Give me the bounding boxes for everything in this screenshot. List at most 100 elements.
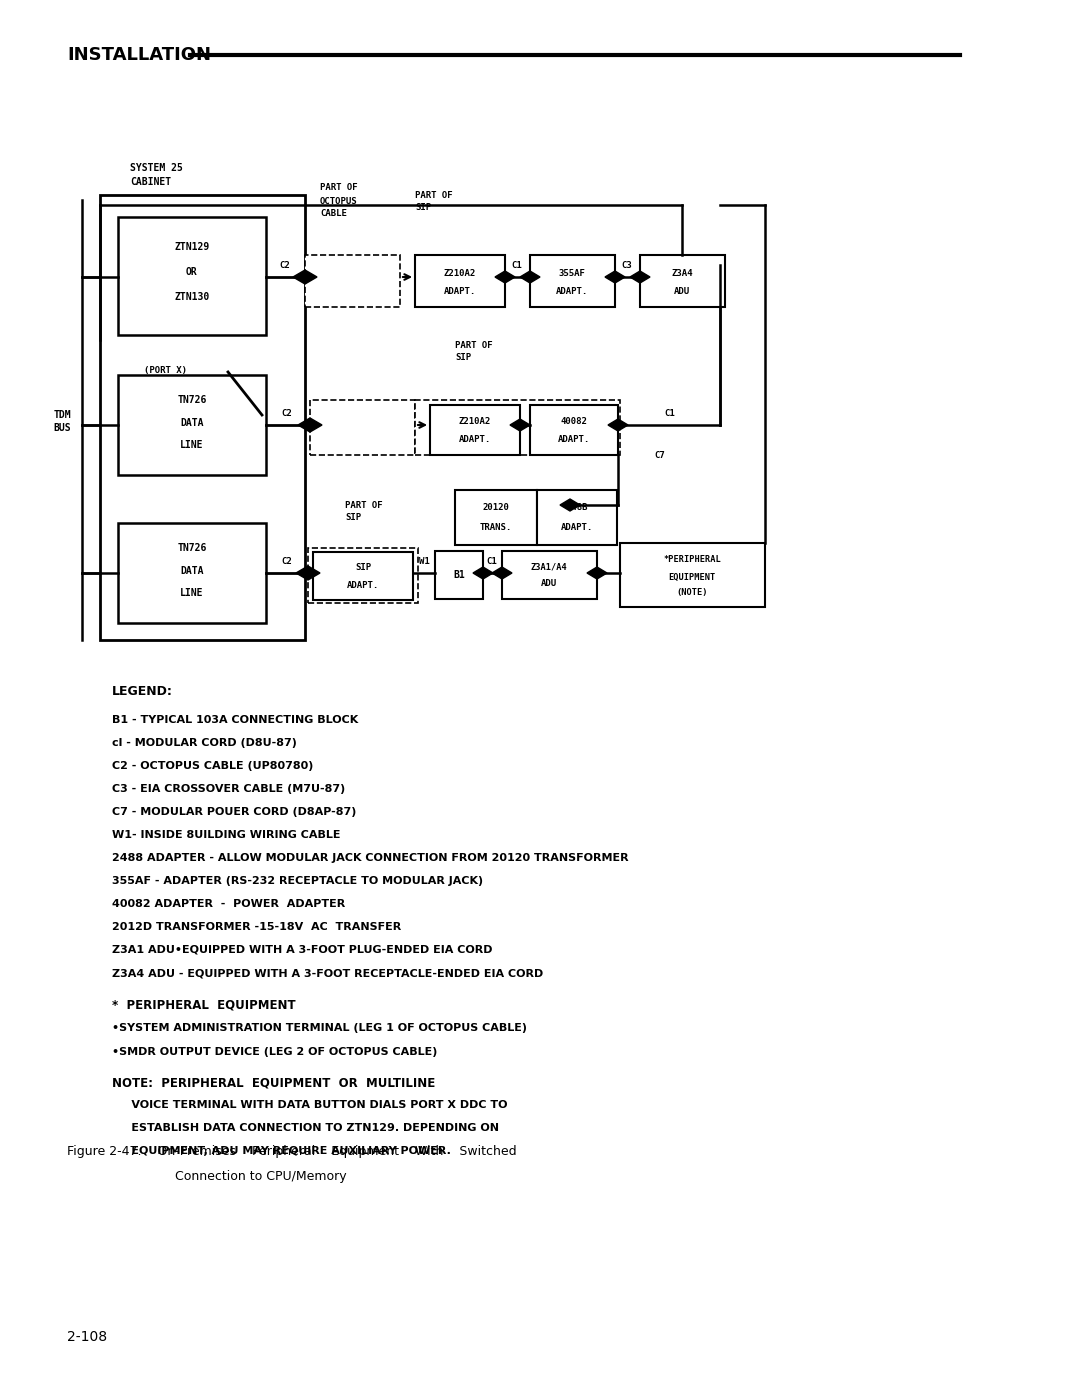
Text: Z3A4 ADU - EQUIPPED WITH A 3-FOOT RECEPTACLE-ENDED EIA CORD: Z3A4 ADU - EQUIPPED WITH A 3-FOOT RECEPT… — [112, 968, 543, 978]
Text: C3 - EIA CROSSOVER CABLE (M7U-87): C3 - EIA CROSSOVER CABLE (M7U-87) — [112, 783, 346, 795]
Text: LEGEND:: LEGEND: — [112, 685, 173, 699]
Polygon shape — [519, 271, 540, 283]
Polygon shape — [495, 271, 515, 283]
Bar — [118, 217, 266, 335]
Text: CABLE: CABLE — [320, 210, 347, 218]
Polygon shape — [298, 418, 322, 432]
Bar — [530, 256, 615, 307]
Text: Figure 2-47.    On-Premises    Peripheral    Equipment    With    Switched: Figure 2-47. On-Premises Peripheral Equi… — [67, 1145, 516, 1158]
Text: C7: C7 — [654, 450, 665, 460]
Text: TDM: TDM — [53, 410, 71, 419]
Text: SIP: SIP — [415, 204, 431, 213]
Text: 2012D TRANSFORMER -15-18V  AC  TRANSFER: 2012D TRANSFORMER -15-18V AC TRANSFER — [112, 922, 402, 932]
Text: B1: B1 — [454, 569, 464, 581]
Text: ESTABLISH DATA CONNECTION TO ZTN129. DEPENDING ON: ESTABLISH DATA CONNECTION TO ZTN129. DEP… — [112, 1122, 499, 1133]
Polygon shape — [473, 567, 492, 579]
Polygon shape — [293, 269, 318, 283]
Text: C1: C1 — [664, 408, 675, 418]
Bar — [415, 256, 505, 307]
Text: SIP: SIP — [345, 514, 361, 522]
Text: Connection to CPU/Memory: Connection to CPU/Memory — [175, 1170, 347, 1183]
Text: •SYSTEM ADMINISTRATION TERMINAL (LEG 1 OF OCTOPUS CABLE): •SYSTEM ADMINISTRATION TERMINAL (LEG 1 O… — [112, 1024, 527, 1033]
Text: ZTN130: ZTN130 — [174, 292, 210, 301]
Bar — [100, 194, 305, 640]
Bar — [640, 256, 725, 307]
Text: OR: OR — [186, 267, 198, 276]
Text: 355AF: 355AF — [558, 268, 585, 278]
Text: VOICE TERMINAL WITH DATA BUTTON DIALS PORT X DDC TO: VOICE TERMINAL WITH DATA BUTTON DIALS PO… — [112, 1100, 508, 1110]
Text: LINE: LINE — [180, 440, 204, 450]
Text: *PERIPHERAL: *PERIPHERAL — [663, 554, 720, 564]
Text: OCTOPUS: OCTOPUS — [320, 196, 357, 206]
Text: (PORT X): (PORT X) — [144, 365, 187, 375]
Polygon shape — [492, 567, 512, 579]
Bar — [537, 490, 617, 544]
Text: ZTN129: ZTN129 — [174, 242, 210, 251]
Polygon shape — [561, 499, 580, 511]
Text: SIP: SIP — [455, 353, 471, 363]
Text: ADAPT.: ADAPT. — [347, 581, 379, 589]
Bar — [620, 543, 765, 607]
Text: Z3A1 ADU•EQUIPPED WITH A 3-FOOT PLUG-ENDED EIA CORD: Z3A1 ADU•EQUIPPED WITH A 3-FOOT PLUG-END… — [112, 945, 492, 956]
Text: C7 - MODULAR POUER CORD (D8AP-87): C7 - MODULAR POUER CORD (D8AP-87) — [112, 807, 356, 817]
Text: BUS: BUS — [53, 424, 71, 433]
Text: C3: C3 — [622, 261, 633, 269]
Polygon shape — [510, 419, 530, 431]
Bar — [530, 406, 618, 456]
Text: Z210A2: Z210A2 — [459, 417, 491, 425]
Bar — [305, 256, 400, 307]
Text: cl - MODULAR CORD (D8U-87): cl - MODULAR CORD (D8U-87) — [112, 738, 297, 749]
Text: TRANS.: TRANS. — [480, 522, 512, 532]
Text: •SMDR OUTPUT DEVICE (LEG 2 OF OCTOPUS CABLE): •SMDR OUTPUT DEVICE (LEG 2 OF OCTOPUS CA… — [112, 1047, 437, 1057]
Text: *  PERIPHERAL  EQUIPMENT: * PERIPHERAL EQUIPMENT — [112, 999, 296, 1013]
Text: EQUIPMENT, ADU MAY REQUIRE AUXILIARY POWER.: EQUIPMENT, ADU MAY REQUIRE AUXILIARY POW… — [112, 1146, 450, 1156]
Text: ADAPT.: ADAPT. — [444, 286, 476, 296]
Polygon shape — [630, 271, 650, 283]
Text: ADAPT.: ADAPT. — [459, 435, 491, 443]
Text: 248B: 248B — [566, 503, 588, 513]
Bar — [308, 549, 418, 603]
Text: PART OF: PART OF — [455, 340, 492, 350]
Bar — [502, 551, 597, 599]
Text: ADU: ADU — [541, 579, 557, 589]
Bar — [118, 524, 266, 624]
Polygon shape — [296, 565, 320, 581]
Text: ADU: ADU — [674, 286, 690, 296]
Text: C2: C2 — [282, 557, 293, 565]
Text: SIP: SIP — [355, 564, 372, 572]
Text: 20120: 20120 — [483, 503, 510, 513]
Text: C2: C2 — [282, 408, 293, 418]
Text: Z3A4: Z3A4 — [672, 268, 692, 278]
Text: TN726: TN726 — [177, 394, 206, 406]
Bar — [118, 375, 266, 475]
Text: 2488 ADAPTER - ALLOW MODULAR JACK CONNECTION FROM 20120 TRANSFORMER: 2488 ADAPTER - ALLOW MODULAR JACK CONNEC… — [112, 853, 629, 863]
Polygon shape — [608, 419, 627, 431]
Text: W1- INSIDE 8UILDING WIRING CABLE: W1- INSIDE 8UILDING WIRING CABLE — [112, 831, 340, 840]
Text: PART OF: PART OF — [345, 500, 382, 510]
Text: B1 - TYPICAL 103A CONNECTING BLOCK: B1 - TYPICAL 103A CONNECTING BLOCK — [112, 715, 359, 725]
Text: INSTALLATION: INSTALLATION — [67, 46, 211, 64]
Text: DATA: DATA — [180, 565, 204, 576]
Polygon shape — [588, 567, 607, 579]
Text: C1: C1 — [512, 261, 523, 269]
Bar — [455, 490, 537, 544]
Bar — [435, 551, 483, 599]
Bar — [313, 551, 413, 600]
Text: 2-108: 2-108 — [67, 1331, 107, 1345]
Text: PART OF: PART OF — [415, 190, 453, 200]
Text: C2 - OCTOPUS CABLE (UP80780): C2 - OCTOPUS CABLE (UP80780) — [112, 761, 313, 771]
Text: LINE: LINE — [180, 588, 204, 599]
Polygon shape — [605, 271, 625, 283]
Text: EQUIPMENT: EQUIPMENT — [669, 572, 716, 582]
Text: (NOTE): (NOTE) — [676, 589, 707, 597]
Text: DATA: DATA — [180, 418, 204, 428]
Bar — [430, 406, 519, 456]
Text: C2: C2 — [280, 261, 291, 269]
Text: Z210A2: Z210A2 — [444, 268, 476, 278]
Text: Z3A1/A4: Z3A1/A4 — [530, 563, 567, 571]
Text: C1: C1 — [487, 557, 498, 565]
Text: 355AF - ADAPTER (RS-232 RECEPTACLE TO MODULAR JACK): 355AF - ADAPTER (RS-232 RECEPTACLE TO MO… — [112, 876, 483, 886]
Text: 40082 ADAPTER  -  POWER  ADAPTER: 40082 ADAPTER - POWER ADAPTER — [112, 899, 346, 908]
Text: ADAPT.: ADAPT. — [556, 286, 589, 296]
Text: SYSTEM 25: SYSTEM 25 — [130, 163, 183, 174]
